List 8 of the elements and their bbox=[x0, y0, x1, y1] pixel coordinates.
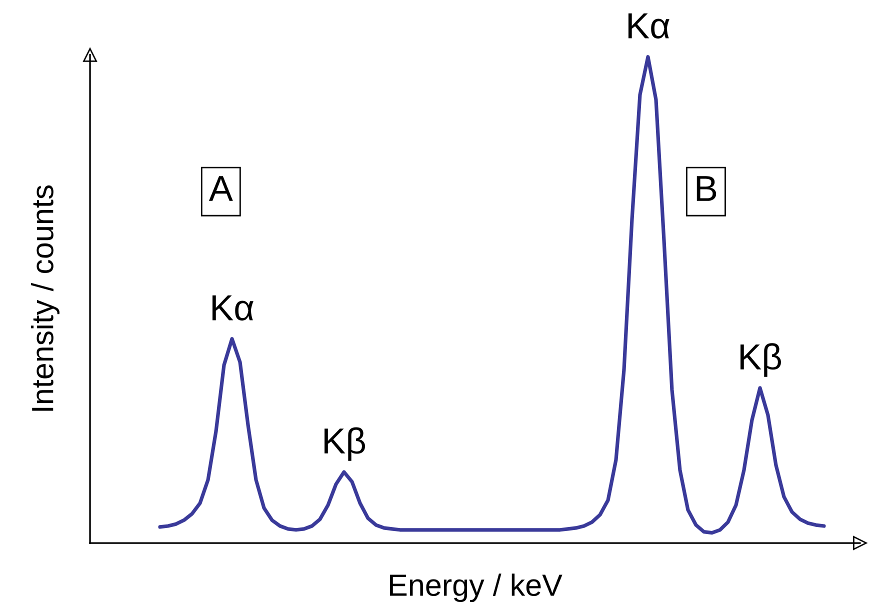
annotation: A bbox=[208, 176, 233, 201]
annotation: Kβ bbox=[324, 427, 366, 461]
x-axis-title: Energy / keV bbox=[390, 574, 562, 602]
text: Kα bbox=[628, 13, 670, 39]
y-axis-title: Intensity / counts bbox=[30, 185, 60, 411]
annotation: Kα bbox=[212, 295, 254, 321]
annotation: B bbox=[696, 176, 716, 201]
annotation: Kβ bbox=[740, 343, 781, 377]
